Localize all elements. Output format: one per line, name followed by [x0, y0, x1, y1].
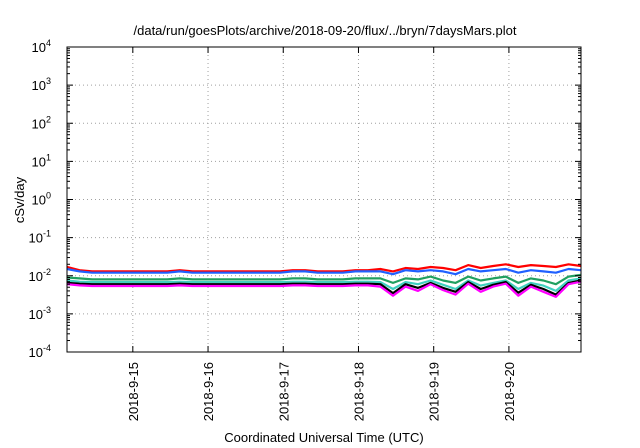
chart-title: /data/run/goesPlots/archive/2018-09-20/f… — [134, 23, 517, 38]
y-tick-label: 10-1 — [29, 229, 51, 246]
y-tick-label: 102 — [32, 114, 51, 131]
y-tick-label: 104 — [32, 38, 51, 55]
series-line-5 — [66, 279, 582, 296]
x-tick-label: 2018-9-16 — [201, 362, 216, 421]
x-tick-label: 2018-9-15 — [126, 362, 141, 421]
y-tick-label: 10-2 — [29, 267, 51, 284]
x-tick-label: 2018-9-18 — [351, 362, 366, 421]
series-line-4 — [66, 277, 582, 292]
grid — [67, 47, 581, 352]
y-tick-label: 10-3 — [29, 305, 51, 322]
series-line-6 — [66, 280, 582, 298]
series-line-1 — [66, 263, 582, 273]
series-layer — [66, 263, 582, 298]
x-tick-label: 2018-9-20 — [502, 362, 517, 421]
y-tick-label: 101 — [32, 152, 51, 169]
y-tick-label: 103 — [32, 76, 51, 93]
y-axis-label: cSv/day — [12, 176, 27, 223]
y-tick-label: 10-4 — [29, 343, 51, 360]
x-axis-label: Coordinated Universal Time (UTC) — [224, 430, 423, 445]
x-tick-labels: 2018-9-15 2018-9-16 2018-9-17 2018-9-18 2018… — [126, 362, 517, 421]
y-tick-label: 100 — [32, 191, 51, 208]
series-line-2 — [66, 267, 582, 276]
ticks — [67, 46, 581, 353]
series-line-3 — [66, 273, 582, 286]
x-tick-label: 2018-9-19 — [427, 362, 442, 421]
y-tick-labels: 10-4 10-3 10-2 10-1 100 101 102 103 104 — [29, 38, 51, 360]
x-tick-label: 2018-9-17 — [276, 362, 291, 421]
